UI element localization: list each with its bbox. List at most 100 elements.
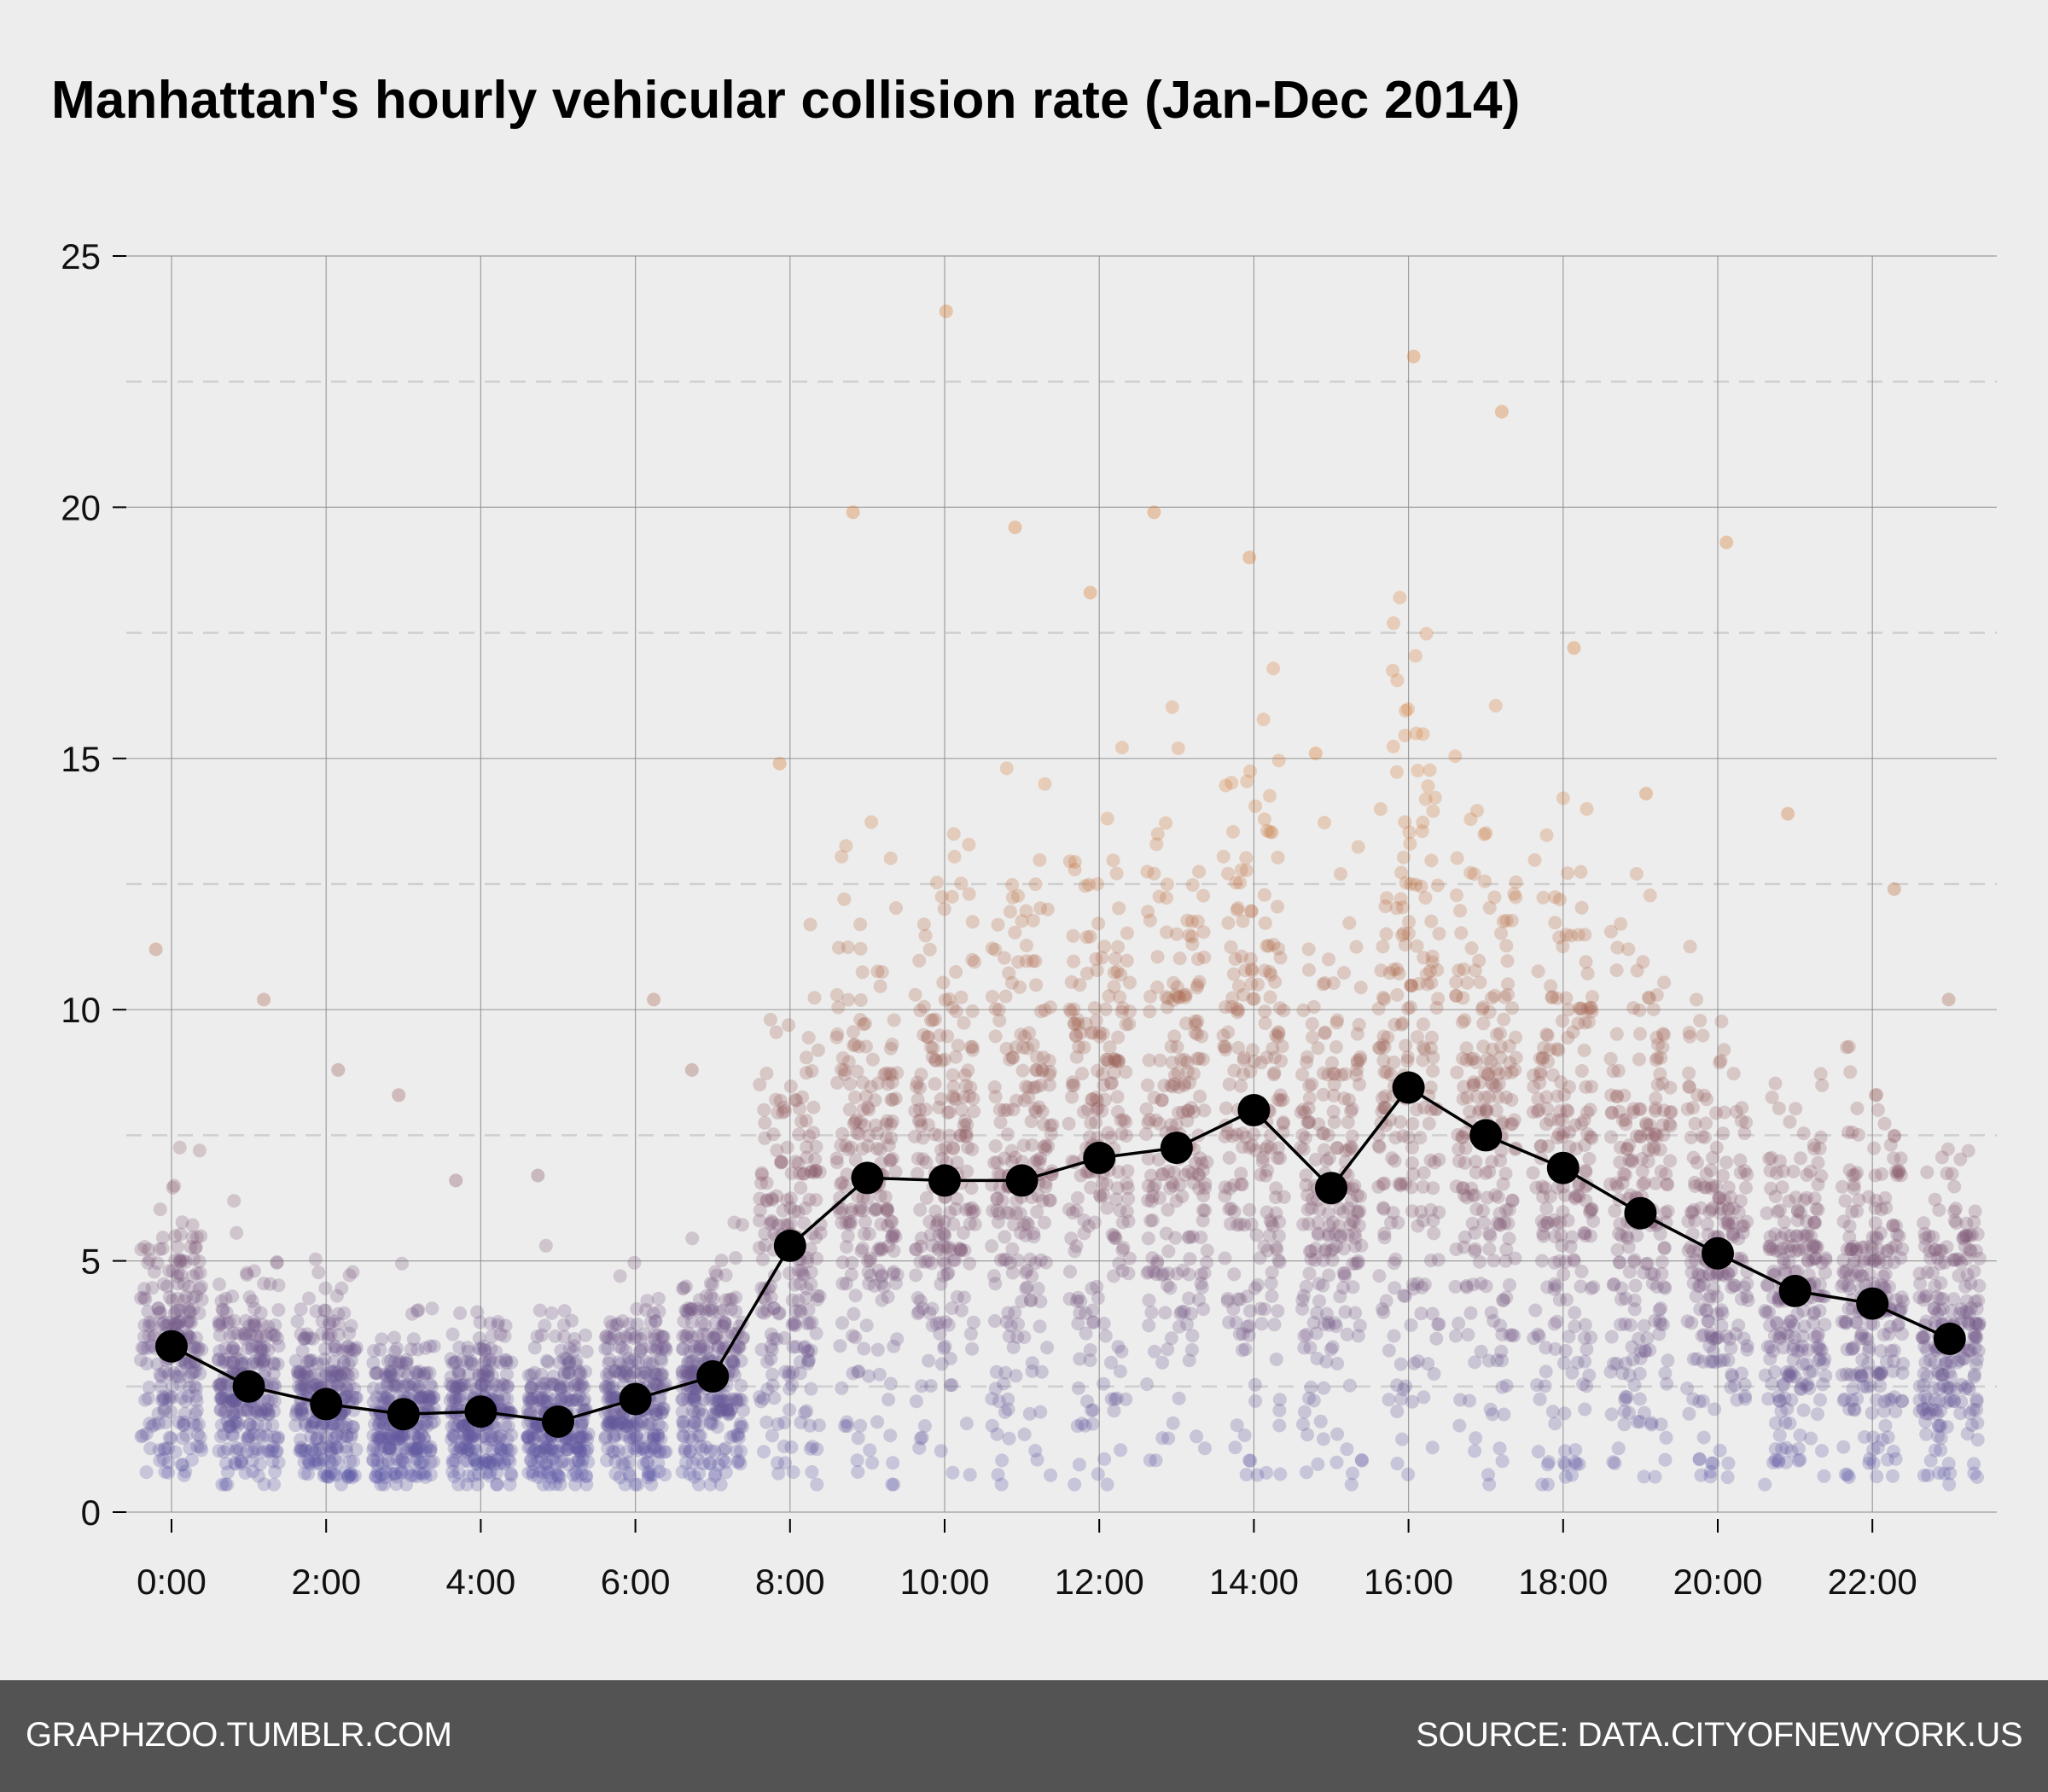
jitter-point: [348, 1391, 363, 1405]
jitter-point: [1407, 1356, 1422, 1370]
jitter-point: [676, 1341, 690, 1356]
jitter-point: [799, 1114, 813, 1128]
jitter-point: [478, 1453, 492, 1468]
jitter-point: [255, 1354, 270, 1369]
jitter-point: [574, 1416, 589, 1430]
jitter-point: [1079, 930, 1094, 945]
jitter-point: [297, 1455, 311, 1469]
jitter-point: [151, 1301, 166, 1316]
jitter-point: [384, 1364, 399, 1379]
jitter-point: [302, 1291, 316, 1306]
jitter-point: [656, 1401, 671, 1416]
jitter-point: [1609, 963, 1624, 977]
jitter-point: [1401, 1130, 1416, 1144]
jitter-point: [145, 1419, 160, 1434]
jitter-point: [809, 1193, 823, 1207]
jitter-point: [246, 1356, 260, 1370]
jitter-point: [392, 1431, 406, 1446]
jitter-point: [249, 1339, 264, 1353]
jitter-point: [1530, 1378, 1544, 1392]
jitter-point: [1219, 1101, 1233, 1115]
jitter-point: [134, 1291, 148, 1306]
jitter-point: [1147, 1344, 1161, 1359]
jitter-point: [627, 1255, 642, 1270]
jitter-point: [422, 1393, 436, 1407]
jitter-point: [247, 1428, 261, 1441]
jitter-point: [334, 1417, 348, 1431]
jitter-point: [612, 1365, 626, 1380]
jitter-point: [840, 1415, 854, 1429]
jitter-point: [1457, 1155, 1472, 1170]
jitter-point: [345, 1428, 358, 1441]
jitter-point: [1580, 1342, 1594, 1357]
jitter-point: [651, 1456, 666, 1470]
jitter-point: [1499, 939, 1514, 953]
jitter-point: [1090, 963, 1104, 977]
jitter-point: [1171, 741, 1185, 755]
jitter-point: [225, 1393, 240, 1408]
jitter-point: [991, 1468, 1005, 1482]
jitter-point: [1190, 914, 1205, 928]
jitter-point: [304, 1429, 318, 1444]
jitter-point: [1697, 1088, 1712, 1103]
jitter-point: [1174, 1053, 1188, 1067]
jitter-point: [1468, 1355, 1482, 1370]
jitter-point: [1390, 673, 1405, 688]
jitter-point: [912, 953, 927, 968]
jitter-point: [1449, 1329, 1463, 1343]
jitter-point: [253, 1353, 267, 1367]
jitter-point: [771, 1456, 785, 1470]
jitter-point: [1158, 1306, 1172, 1320]
jitter-point: [1185, 937, 1200, 951]
jitter-point: [683, 1445, 697, 1459]
jitter-point: [310, 1378, 324, 1393]
jitter-point: [1582, 1368, 1597, 1382]
jitter-point: [1371, 1001, 1386, 1015]
jitter-point: [807, 991, 822, 1005]
jitter-point: [1355, 1453, 1369, 1468]
jitter-point: [1657, 1241, 1672, 1255]
jitter-point: [1611, 1441, 1626, 1456]
jitter-point: [418, 1391, 433, 1405]
jitter-point: [503, 1466, 518, 1481]
jitter-point: [1423, 1080, 1438, 1095]
jitter-point: [1389, 765, 1404, 779]
jitter-point: [756, 1252, 770, 1266]
jitter-point: [1406, 349, 1421, 364]
jitter-point: [1560, 1293, 1574, 1306]
jitter-point: [579, 1429, 593, 1444]
jitter-point: [176, 1417, 190, 1432]
jitter-point: [242, 1417, 257, 1432]
jitter-point: [410, 1444, 424, 1458]
jitter-point: [412, 1380, 427, 1394]
jitter-point: [1552, 1254, 1567, 1268]
jitter-point: [1111, 1165, 1126, 1179]
jitter-point: [1567, 641, 1581, 655]
jitter-point: [216, 1355, 230, 1370]
jitter-point: [1554, 1075, 1568, 1090]
jitter-point: [794, 1181, 808, 1195]
jitter-point: [267, 1376, 282, 1391]
jitter-point: [140, 1357, 154, 1371]
jitter-point: [342, 1394, 357, 1409]
jitter-point: [1697, 1180, 1712, 1195]
jitter-point: [316, 1440, 330, 1455]
jitter-point: [232, 1405, 247, 1419]
jitter-point: [413, 1392, 428, 1405]
jitter-point: [370, 1444, 385, 1457]
jitter-point: [788, 1318, 803, 1333]
jitter-point: [846, 505, 860, 520]
jitter-point: [213, 1382, 228, 1396]
jitter-point: [369, 1469, 383, 1484]
jitter-point: [729, 1304, 743, 1318]
jitter-point: [1737, 1280, 1751, 1295]
jitter-point: [317, 1369, 332, 1383]
jitter-point: [451, 1364, 466, 1378]
jitter-point: [1321, 1128, 1335, 1143]
jitter-point: [810, 1477, 824, 1492]
jitter-point: [426, 1391, 440, 1405]
jitter-point: [294, 1401, 308, 1416]
jitter-point: [1330, 1013, 1345, 1027]
jitter-point: [870, 1342, 885, 1357]
jitter-point: [1396, 1289, 1411, 1303]
